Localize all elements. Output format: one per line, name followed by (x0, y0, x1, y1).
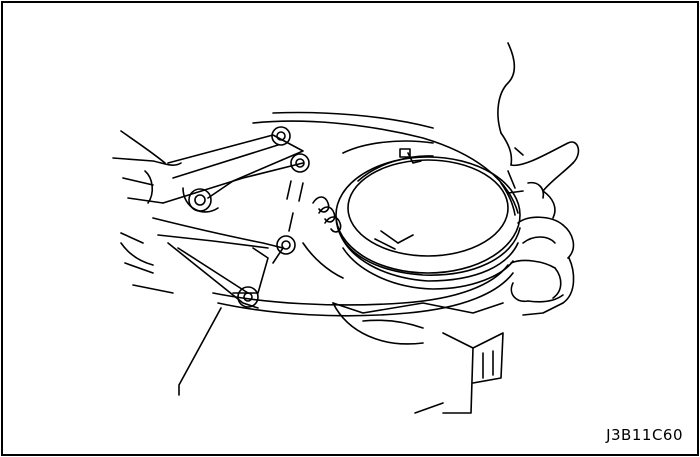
left-hand (113, 131, 181, 293)
piston (336, 156, 520, 289)
plier-arms (153, 135, 303, 308)
leader-line (179, 308, 221, 395)
right-hand (498, 43, 579, 315)
pivot-pins (189, 127, 309, 307)
ring-expander-tool (213, 113, 518, 316)
support-block (333, 303, 503, 413)
piston-ring-expander-illustration (3, 3, 697, 454)
figure-code: J3B11C60 (606, 426, 683, 444)
